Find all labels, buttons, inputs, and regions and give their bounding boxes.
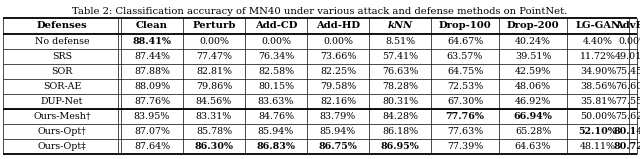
- Text: 80.72%: 80.72%: [614, 142, 640, 151]
- Text: 86.30%: 86.30%: [195, 142, 234, 151]
- Text: 86.83%: 86.83%: [257, 142, 296, 151]
- Text: Ours-Opt†: Ours-Opt†: [38, 127, 86, 136]
- Text: Add-HD: Add-HD: [316, 21, 360, 31]
- Text: 64.63%: 64.63%: [515, 142, 551, 151]
- Text: 49.01%: 49.01%: [615, 52, 640, 61]
- Text: 40.24%: 40.24%: [515, 37, 551, 46]
- Text: 85.78%: 85.78%: [196, 127, 232, 136]
- Text: 0.00%: 0.00%: [199, 37, 229, 46]
- Text: 79.58%: 79.58%: [320, 82, 356, 91]
- Text: 88.09%: 88.09%: [134, 82, 170, 91]
- Text: 65.28%: 65.28%: [515, 127, 551, 136]
- Text: 0.00%: 0.00%: [323, 37, 353, 46]
- Text: 86.95%: 86.95%: [381, 142, 419, 151]
- Text: 87.44%: 87.44%: [134, 52, 170, 61]
- Text: 63.57%: 63.57%: [447, 52, 483, 61]
- Text: 80.14%: 80.14%: [614, 127, 640, 136]
- Text: DUP-Net: DUP-Net: [41, 97, 83, 106]
- Text: Perturb: Perturb: [192, 21, 236, 31]
- Text: AdvPC: AdvPC: [615, 21, 640, 31]
- Text: 77.76%: 77.76%: [445, 112, 484, 121]
- Text: 84.28%: 84.28%: [382, 112, 418, 121]
- Text: 75.45%: 75.45%: [615, 67, 640, 76]
- Text: Clean: Clean: [136, 21, 168, 31]
- Text: 86.18%: 86.18%: [382, 127, 418, 136]
- Text: 52.10%: 52.10%: [579, 127, 618, 136]
- Text: kNN: kNN: [387, 21, 413, 31]
- Text: Table 2: Classification accuracy of MN40 under various attack and defense method: Table 2: Classification accuracy of MN40…: [72, 7, 568, 16]
- Text: 66.94%: 66.94%: [513, 112, 552, 121]
- Text: 86.75%: 86.75%: [319, 142, 357, 151]
- Text: 34.90%: 34.90%: [580, 67, 616, 76]
- Text: 76.60%: 76.60%: [615, 82, 640, 91]
- Text: 76.34%: 76.34%: [258, 52, 294, 61]
- Text: 84.76%: 84.76%: [258, 112, 294, 121]
- Text: 4.40%: 4.40%: [583, 37, 613, 46]
- Text: 87.76%: 87.76%: [134, 97, 170, 106]
- Text: 0.00%: 0.00%: [261, 37, 291, 46]
- Text: 11.72%: 11.72%: [580, 52, 616, 61]
- Text: 77.47%: 77.47%: [196, 52, 232, 61]
- Text: SOR: SOR: [51, 67, 73, 76]
- Text: 79.86%: 79.86%: [196, 82, 232, 91]
- Text: 67.30%: 67.30%: [447, 97, 483, 106]
- Text: 82.81%: 82.81%: [196, 67, 232, 76]
- Text: 88.41%: 88.41%: [132, 37, 172, 46]
- Text: SOR-AE: SOR-AE: [43, 82, 81, 91]
- Text: 83.31%: 83.31%: [196, 112, 232, 121]
- Text: Ours-Mesh†: Ours-Mesh†: [33, 112, 91, 121]
- Text: No defense: No defense: [35, 37, 90, 46]
- Text: 75.62%: 75.62%: [615, 112, 640, 121]
- Text: LG-GAN: LG-GAN: [575, 21, 621, 31]
- Text: 35.81%: 35.81%: [580, 97, 616, 106]
- Text: 76.63%: 76.63%: [382, 67, 418, 76]
- Text: 87.07%: 87.07%: [134, 127, 170, 136]
- Text: 80.15%: 80.15%: [258, 82, 294, 91]
- Text: 87.88%: 87.88%: [134, 67, 170, 76]
- Text: 48.11%: 48.11%: [580, 142, 616, 151]
- Text: 77.39%: 77.39%: [447, 142, 483, 151]
- Text: 85.94%: 85.94%: [320, 127, 356, 136]
- Text: 38.56%: 38.56%: [580, 82, 616, 91]
- Text: 64.67%: 64.67%: [447, 37, 483, 46]
- Text: 77.63%: 77.63%: [447, 127, 483, 136]
- Text: 82.16%: 82.16%: [320, 97, 356, 106]
- Text: 83.63%: 83.63%: [258, 97, 294, 106]
- Text: 80.31%: 80.31%: [382, 97, 418, 106]
- Text: 78.28%: 78.28%: [382, 82, 418, 91]
- Text: 85.94%: 85.94%: [258, 127, 294, 136]
- Text: 50.00%: 50.00%: [580, 112, 616, 121]
- Text: 82.58%: 82.58%: [258, 67, 294, 76]
- Text: Add-CD: Add-CD: [255, 21, 297, 31]
- Text: 84.56%: 84.56%: [196, 97, 232, 106]
- Text: 77.55%: 77.55%: [615, 97, 640, 106]
- Text: Drop-200: Drop-200: [507, 21, 559, 31]
- Text: 72.53%: 72.53%: [447, 82, 483, 91]
- Text: Ours-Opt‡: Ours-Opt‡: [38, 142, 86, 151]
- Text: Drop-100: Drop-100: [438, 21, 492, 31]
- Text: 64.75%: 64.75%: [447, 67, 483, 76]
- Text: 48.06%: 48.06%: [515, 82, 551, 91]
- Text: 0.00%: 0.00%: [618, 37, 640, 46]
- Text: 82.25%: 82.25%: [320, 67, 356, 76]
- Text: 57.41%: 57.41%: [382, 52, 418, 61]
- Text: Defenses: Defenses: [36, 21, 88, 31]
- Text: 42.59%: 42.59%: [515, 67, 551, 76]
- Text: 87.64%: 87.64%: [134, 142, 170, 151]
- Text: 83.79%: 83.79%: [320, 112, 356, 121]
- Text: 46.92%: 46.92%: [515, 97, 551, 106]
- Text: SRS: SRS: [52, 52, 72, 61]
- Text: 8.51%: 8.51%: [385, 37, 415, 46]
- Text: 73.66%: 73.66%: [320, 52, 356, 61]
- Text: 39.51%: 39.51%: [515, 52, 551, 61]
- Text: 83.95%: 83.95%: [134, 112, 170, 121]
